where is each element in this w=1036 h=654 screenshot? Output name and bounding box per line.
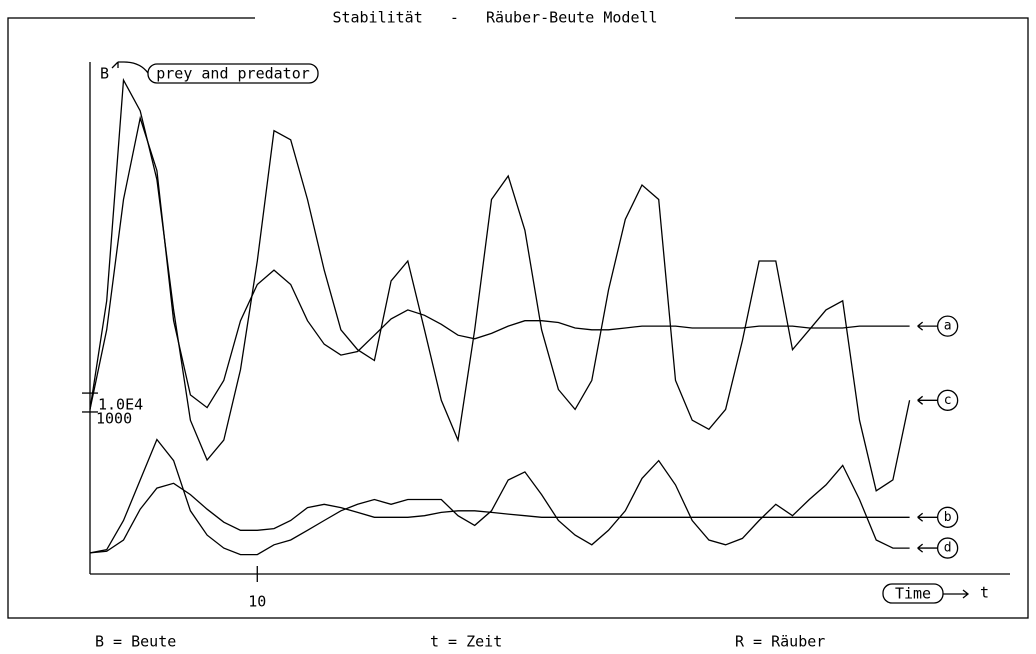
footer-note: t = Zeit <box>430 633 502 651</box>
frame <box>7 17 1029 619</box>
legend-label: c <box>944 393 952 408</box>
x-tick-label: 10 <box>248 593 266 611</box>
legend-marker <box>936 389 959 411</box>
series-line <box>89 77 911 492</box>
legend-arrow <box>917 321 938 331</box>
legend-marker <box>936 506 959 528</box>
legend-marker <box>936 315 959 337</box>
legend-arrow <box>917 395 938 405</box>
x-label: t <box>980 584 989 602</box>
footer-note: R = Räuber <box>735 633 825 651</box>
y2-tick-label: 1000 <box>96 409 132 427</box>
x-annotation: Time <box>895 585 931 603</box>
y-label: B <box>100 65 109 83</box>
label-arrow <box>943 589 970 599</box>
label-arrow <box>111 61 149 74</box>
legend-label: a <box>944 319 952 334</box>
footer-note: B = Beute <box>95 633 176 651</box>
legend-arrow <box>917 512 938 522</box>
series-line <box>89 115 910 410</box>
legend-label: b <box>944 510 952 525</box>
chart-title: Stabilität - Räuber-Beute Modell <box>332 9 657 27</box>
y-tick-label: 1.0E4 <box>98 396 143 414</box>
annotation-bubble <box>147 63 319 84</box>
legend-label: d <box>944 541 952 556</box>
legend-marker <box>936 537 959 559</box>
legend-arrow <box>917 543 938 553</box>
y-annotation: prey and predator <box>156 65 310 83</box>
series-line <box>89 438 910 556</box>
series-line <box>89 482 910 554</box>
title-bg <box>255 8 735 28</box>
